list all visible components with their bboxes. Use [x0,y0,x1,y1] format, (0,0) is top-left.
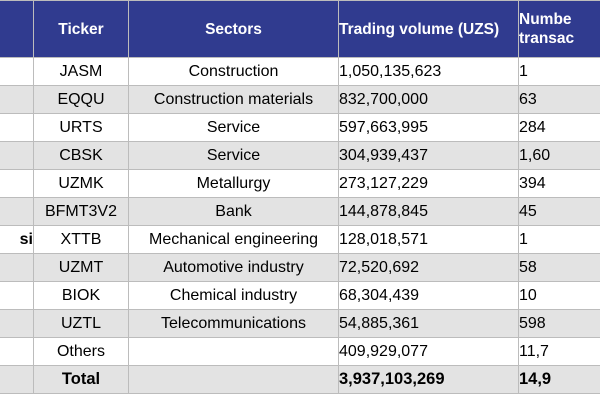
number-cell: 11,7 [518,337,600,366]
volume-cell: 273,127,229 [338,169,519,198]
side-cell [0,309,34,338]
table-row: EQQU Construction materials 832,700,000 … [0,85,600,114]
table-row: BFMT3V2 Bank 144,878,845 45 [0,197,600,226]
sector-cell [128,337,339,366]
sector-cell: Metallurgy [128,169,339,198]
total-row: Total 3,937,103,269 14,9 [0,365,600,394]
number-cell: 58 [518,253,600,282]
table-row: si XTTB Mechanical engineering 128,018,5… [0,225,600,254]
table-row: URTS Service 597,663,995 284 [0,113,600,142]
volume-cell: 409,929,077 [338,337,519,366]
volume-cell: 304,939,437 [338,141,519,170]
ticker-cell: Others [33,337,129,366]
sector-cell: Service [128,141,339,170]
header-sectors: Sectors [128,0,339,58]
table-row: UZMT Automotive industry 72,520,692 58 [0,253,600,282]
table-row: UZTL Telecommunications 54,885,361 598 [0,309,600,338]
ticker-cell: BIOK [33,281,129,310]
number-cell: 1 [518,225,600,254]
header-number-line1: Numbe [519,11,572,28]
side-cell [0,281,34,310]
sector-cell: Automotive industry [128,253,339,282]
number-cell: 394 [518,169,600,198]
table-header-row: Ticker Sectors Trading volume (UZS) Numb… [0,0,600,58]
header-number-line2: transac [519,30,575,47]
side-cell [0,337,34,366]
number-cell: 1 [518,57,600,86]
ticker-cell: URTS [33,113,129,142]
volume-cell: 72,520,692 [338,253,519,282]
ticker-cell: UZMT [33,253,129,282]
number-cell: 10 [518,281,600,310]
volume-cell: 144,878,845 [338,197,519,226]
volume-cell: 128,018,571 [338,225,519,254]
sector-cell: Telecommunications [128,309,339,338]
sector-cell: Chemical industry [128,281,339,310]
volume-cell: 54,885,361 [338,309,519,338]
ticker-cell: UZMK [33,169,129,198]
ticker-cell: JASM [33,57,129,86]
ticker-cell: CBSK [33,141,129,170]
sector-cell: Service [128,113,339,142]
total-number: 14,9 [518,365,600,394]
side-cell [0,253,34,282]
table-row: UZMK Metallurgy 273,127,229 394 [0,169,600,198]
sector-cell: Mechanical engineering [128,225,339,254]
side-cell [0,113,34,142]
sector-cell: Construction materials [128,85,339,114]
table-row: BIOK Chemical industry 68,304,439 10 [0,281,600,310]
side-cell [0,57,34,86]
side-cell [0,169,34,198]
ticker-cell: XTTB [33,225,129,254]
volume-cell: 832,700,000 [338,85,519,114]
table-row: CBSK Service 304,939,437 1,60 [0,141,600,170]
header-stub [0,0,34,58]
side-cell [0,85,34,114]
side-cell [0,197,34,226]
table-row: JASM Construction 1,050,135,623 1 [0,57,600,86]
ticker-cell: BFMT3V2 [33,197,129,226]
volume-cell: 1,050,135,623 [338,57,519,86]
header-trading-volume: Trading volume (UZS) [338,0,519,58]
side-cell [0,141,34,170]
side-cell [0,365,34,394]
sector-cell: Construction [128,57,339,86]
ticker-cell: EQQU [33,85,129,114]
total-label: Total [33,365,129,394]
header-ticker: Ticker [33,0,129,58]
number-cell: 63 [518,85,600,114]
number-cell: 45 [518,197,600,226]
total-volume: 3,937,103,269 [338,365,519,394]
sector-cell [128,365,339,394]
number-cell: 284 [518,113,600,142]
volume-cell: 68,304,439 [338,281,519,310]
ticker-cell: UZTL [33,309,129,338]
table-row: Others 409,929,077 11,7 [0,337,600,366]
sector-cell: Bank [128,197,339,226]
number-cell: 1,60 [518,141,600,170]
header-number-of-transactions: Numbe transac [518,0,600,58]
number-cell: 598 [518,309,600,338]
volume-cell: 597,663,995 [338,113,519,142]
side-cell: si [0,225,34,254]
